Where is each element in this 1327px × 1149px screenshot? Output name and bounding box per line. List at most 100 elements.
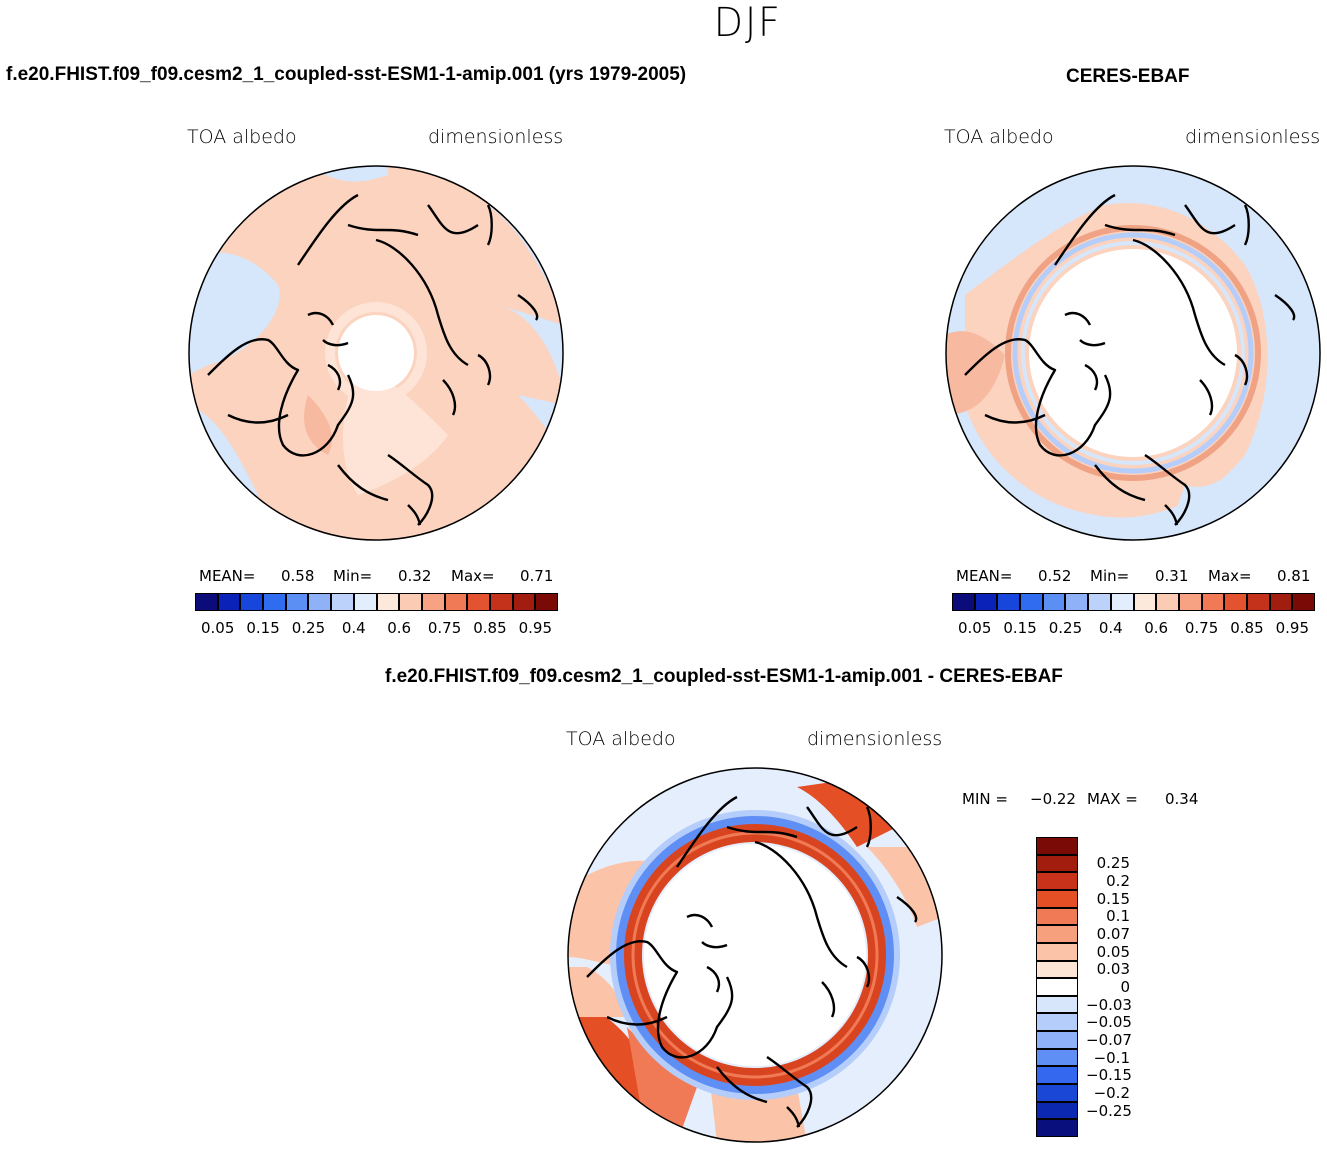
panel-1-min-label: Min=	[333, 567, 373, 585]
coastline	[1094, 454, 1191, 526]
colorbar-tick-label: 0.15	[1003, 619, 1037, 637]
colorbar-swatch	[974, 593, 998, 611]
panel-1-max-value: 0.71	[520, 567, 554, 585]
panel-3-max-value: 0.34	[1165, 790, 1199, 808]
difference-region	[568, 967, 627, 1017]
coastline	[1199, 353, 1249, 416]
colorbar-swatch	[1036, 854, 1078, 873]
pole-missing-data	[1029, 249, 1237, 457]
panel-2-title: CERES-EBAF	[1066, 66, 1190, 87]
colorbar-swatch	[1036, 995, 1078, 1014]
panel-3-min-value: −0.22	[1030, 790, 1076, 808]
colorbar-tick-label: 0.4	[1098, 619, 1123, 637]
colorbar-swatch	[1036, 1013, 1078, 1032]
colorbar-tick-label: −0.25	[1086, 1101, 1132, 1120]
colorbar-swatch	[1036, 1119, 1078, 1137]
colorbar-swatch	[1020, 593, 1043, 611]
pole-missing-data	[338, 315, 414, 391]
colorbar-swatch	[1036, 872, 1078, 890]
colorbar-swatch	[952, 593, 975, 611]
colorbar-swatch	[1036, 889, 1078, 908]
colorbar-tick-label: 0.05	[1096, 942, 1130, 961]
colorbar-tick-label: 0.05	[200, 619, 235, 637]
colorbar-tick-label: 0.4	[341, 619, 366, 637]
panel-2-max-value: 0.81	[1277, 567, 1311, 585]
colorbar-tick-label: −0.15	[1086, 1066, 1132, 1085]
colorbar-tick-label: 0.95	[1275, 619, 1310, 637]
panel-2-polar-map	[945, 165, 1321, 541]
albedo-region	[304, 395, 332, 455]
coastline	[1274, 294, 1296, 321]
panel-1-max-label: Max=	[451, 567, 495, 585]
figure-title: DJF	[713, 0, 782, 46]
colorbar-tick-label: 0.75	[427, 619, 462, 637]
colorbar-swatch	[1036, 1066, 1078, 1085]
colorbar-swatch	[353, 593, 377, 611]
panel-3-title: f.e20.FHIST.f09_f09.cesm2_1_coupled-sst-…	[385, 666, 1063, 687]
colorbar-tick-label: 0.07	[1096, 925, 1130, 944]
colorbar-swatch	[1036, 1101, 1078, 1120]
ocean-region	[498, 305, 563, 395]
colorbar-tick-label: 0.25	[1096, 854, 1130, 873]
colorbar-swatch	[1224, 593, 1247, 611]
panel-1-colorbar	[195, 593, 558, 611]
coastline	[307, 311, 349, 391]
colorbar-swatch	[263, 593, 286, 611]
coastline	[964, 338, 1112, 457]
coastline	[586, 940, 734, 1059]
colorbar-tick-label: −0.05	[1086, 1013, 1132, 1032]
panel-2-min-label: Min=	[1090, 567, 1130, 585]
colorbar-swatch	[1133, 593, 1157, 611]
coastline	[517, 294, 539, 321]
colorbar-swatch	[308, 593, 332, 611]
panel-1-colorbar-labels: 0.05 0.15 0.25 0.4 0.6 0.75 0.85 0.95	[195, 619, 558, 639]
colorbar-swatch	[512, 593, 536, 611]
colorbar-tick-label: 0.1	[1106, 907, 1130, 926]
coastline	[297, 193, 493, 367]
coastline	[686, 913, 728, 993]
panel-3-colorbar	[1036, 837, 1078, 1137]
colorbar-swatch	[376, 593, 400, 611]
colorbar-swatch	[489, 593, 513, 611]
colorbar-swatch	[399, 593, 422, 611]
panel-3-colorbar-labels: 0.25 0.2 0.15 0.1 0.07 0.05 0.03 0 −0.03 −0.05 −0.…	[1086, 837, 1146, 1137]
colorbar-swatch	[1292, 593, 1315, 611]
colorbar-swatch	[1201, 593, 1225, 611]
colorbar-swatch	[240, 593, 264, 611]
panel-3-max-label: MAX =	[1087, 790, 1138, 808]
colorbar-swatch	[997, 593, 1021, 611]
ocean-region	[226, 295, 244, 325]
colorbar-tick-label: 0.2	[1106, 872, 1130, 891]
colorbar-tick-label: 0.95	[518, 619, 553, 637]
colorbar-swatch	[331, 593, 354, 611]
panel-2-colorbar-labels: 0.05 0.15 0.25 0.4 0.6 0.75 0.85 0.95	[952, 619, 1315, 639]
colorbar-tick-label: 0.05	[957, 619, 992, 637]
colorbar-swatch	[285, 593, 309, 611]
colorbar-swatch	[421, 593, 445, 611]
colorbar-swatch	[1042, 593, 1066, 611]
coastline	[337, 454, 434, 526]
coastline	[1054, 193, 1250, 367]
colorbar-swatch	[1036, 1031, 1078, 1049]
colorbar-tick-label: −0.2	[1093, 1083, 1130, 1102]
panel-1-units-label: dimensionless	[428, 126, 564, 148]
colorbar-swatch	[1036, 942, 1078, 961]
coastline	[207, 338, 355, 457]
colorbar-swatch	[467, 593, 490, 611]
colorbar-swatch	[1269, 593, 1293, 611]
coastline	[896, 896, 918, 923]
colorbar-swatch	[1036, 1084, 1078, 1102]
colorbar-tick-label: 0.6	[1144, 619, 1169, 637]
panel-1-min-value: 0.32	[398, 567, 432, 585]
colorbar-swatch	[217, 593, 241, 611]
panel-2-max-label: Max=	[1208, 567, 1252, 585]
panel-1-title: f.e20.FHIST.f09_f09.cesm2_1_coupled-sst-…	[6, 64, 687, 85]
colorbar-tick-label: 0.03	[1096, 960, 1130, 979]
colorbar-tick-label: 0.25	[291, 619, 326, 637]
colorbar-tick-label: −0.07	[1086, 1030, 1132, 1049]
colorbar-swatch	[1036, 907, 1078, 926]
coastline	[676, 795, 872, 969]
colorbar-swatch	[1036, 1048, 1078, 1067]
colorbar-tick-label: 0.6	[387, 619, 412, 637]
colorbar-tick-label: −0.1	[1093, 1048, 1130, 1067]
